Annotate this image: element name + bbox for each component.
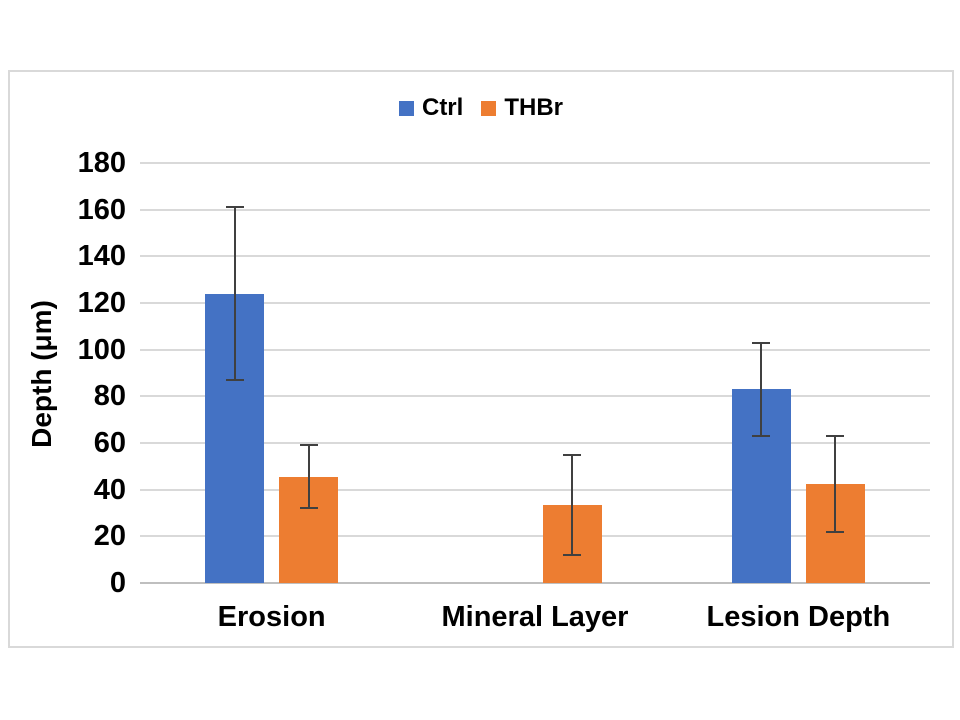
error-bar-thbr-mineral-layer xyxy=(571,454,573,555)
gridline xyxy=(140,255,930,258)
gridline xyxy=(140,535,930,538)
error-bar-thbr-erosion xyxy=(307,445,310,509)
y-tick-label: 80 xyxy=(93,380,126,413)
chart-frame xyxy=(8,70,954,648)
legend-item-thbr: THBr xyxy=(481,96,563,120)
x-category-label: Erosion xyxy=(217,601,326,633)
error-bar-ctrl-lesion-depth-top-cap xyxy=(752,341,771,344)
error-bar-thbr-erosion-top-cap xyxy=(299,444,318,447)
y-tick-label: 120 xyxy=(77,287,126,319)
error-bar-thbr-lesion-depth xyxy=(834,436,837,532)
x-axis-line xyxy=(140,582,930,584)
gridline xyxy=(140,302,930,304)
error-bar-thbr-erosion-bottom-cap xyxy=(299,507,318,510)
y-tick-label: 0 xyxy=(109,567,126,599)
chart-legend: Ctrl THBr xyxy=(8,96,954,120)
gridline xyxy=(140,208,930,211)
gridline xyxy=(140,488,930,491)
y-tick-label: 20 xyxy=(93,520,126,553)
legend-label: Ctrl xyxy=(421,94,464,121)
error-bar-ctrl-erosion-bottom-cap xyxy=(225,379,244,381)
legend-label: THBr xyxy=(504,94,563,121)
legend-item-ctrl: Ctrl xyxy=(398,94,464,121)
y-tick-label: 60 xyxy=(93,427,126,459)
y-tick-label: 40 xyxy=(93,473,126,506)
y-tick-label: 140 xyxy=(77,240,126,273)
x-category-label: Lesion Depth xyxy=(706,601,891,633)
error-bar-thbr-mineral-layer-top-cap xyxy=(563,453,581,456)
legend-swatch-ctrl-icon xyxy=(398,100,414,116)
error-bar-thbr-lesion-depth-top-cap xyxy=(826,435,845,437)
y-tick-label: 100 xyxy=(77,333,126,366)
error-bar-ctrl-erosion xyxy=(233,207,236,380)
gridline xyxy=(140,348,930,351)
x-category-label: Mineral Layer xyxy=(441,601,629,633)
gridline xyxy=(140,162,930,164)
y-tick-label: 180 xyxy=(77,147,126,179)
error-bar-ctrl-lesion-depth xyxy=(760,342,763,436)
error-bar-ctrl-erosion-top-cap xyxy=(225,206,244,209)
gridline xyxy=(140,395,930,398)
gridline xyxy=(140,442,930,444)
y-tick-label: 160 xyxy=(77,193,126,226)
legend-swatch-thbr-icon xyxy=(481,100,497,116)
error-bar-thbr-lesion-depth-bottom-cap xyxy=(826,530,845,533)
error-bar-ctrl-lesion-depth-bottom-cap xyxy=(752,435,771,437)
error-bar-thbr-mineral-layer-bottom-cap xyxy=(563,554,581,556)
